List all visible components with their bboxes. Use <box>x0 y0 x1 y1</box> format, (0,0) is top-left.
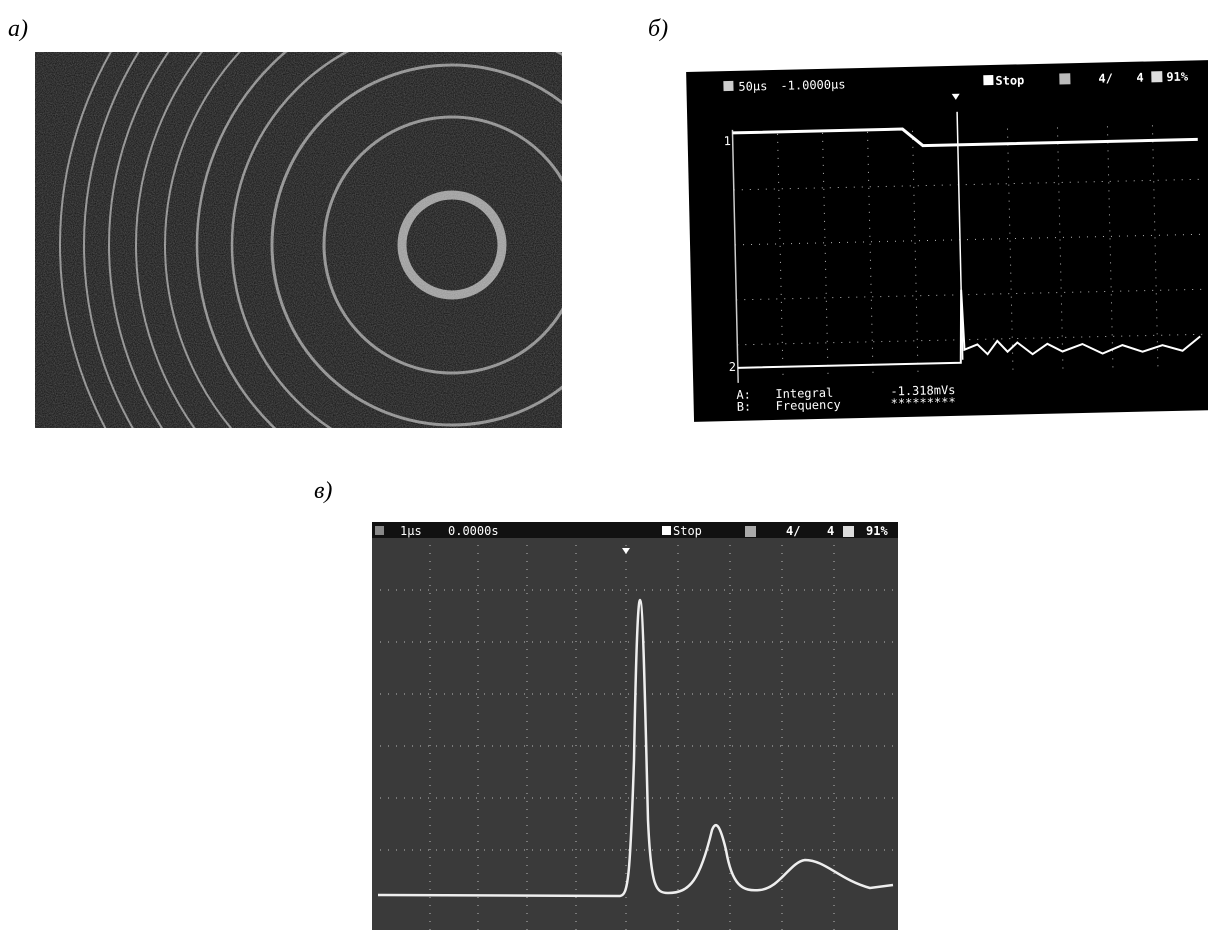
scope-b: 50µs -1.0000µs Stop 4/ 4 91% 1 2 T A: In… <box>686 59 1208 422</box>
delay: -1.0000µs <box>780 77 845 92</box>
signal-trace <box>377 598 894 898</box>
channel-marker: 1 <box>724 134 732 148</box>
trigger-arrow <box>622 548 630 554</box>
acquisition: 4/ <box>786 524 800 538</box>
icon <box>1151 71 1163 83</box>
panel-label: б) <box>648 16 668 42</box>
icon <box>843 526 854 537</box>
count: 4 <box>1136 71 1144 85</box>
ring-photo <box>35 52 562 428</box>
timebase: 1µs <box>400 524 422 538</box>
icon <box>983 74 994 86</box>
battery: 91% <box>866 524 888 538</box>
delay: 0.0000s <box>448 524 499 538</box>
timebase: 50µs <box>738 79 767 94</box>
acquisition: 4/ <box>1098 71 1113 85</box>
icon <box>375 526 384 535</box>
channel-marker: 2 <box>729 360 737 374</box>
measure-name: Integral <box>775 386 833 401</box>
measure-value: -1.318mVs <box>890 383 955 398</box>
scope-c: 1µs 0.0000s Stop 4/ 4 91% <box>372 522 898 930</box>
icon <box>662 526 671 535</box>
measure-name: Frequency <box>776 398 841 413</box>
measure-value: ********* <box>891 395 956 410</box>
count: 4 <box>827 524 834 538</box>
icon <box>723 80 734 92</box>
photo-noise <box>35 52 562 428</box>
status: Stop <box>673 524 702 538</box>
screen <box>686 59 1208 422</box>
measure-channel: A: <box>736 388 751 402</box>
trace-2 <box>737 289 1201 369</box>
icon <box>745 526 756 537</box>
status: Stop <box>995 73 1024 88</box>
icon <box>1059 73 1071 85</box>
panel-label: в) <box>314 478 332 504</box>
header-bar <box>372 522 898 538</box>
panel-label: а) <box>8 16 28 42</box>
battery: 91% <box>1166 70 1189 85</box>
trace-1 <box>732 127 1198 148</box>
trigger-arrow <box>951 93 960 100</box>
measure-channel: B: <box>737 400 752 414</box>
grid <box>731 125 1203 383</box>
